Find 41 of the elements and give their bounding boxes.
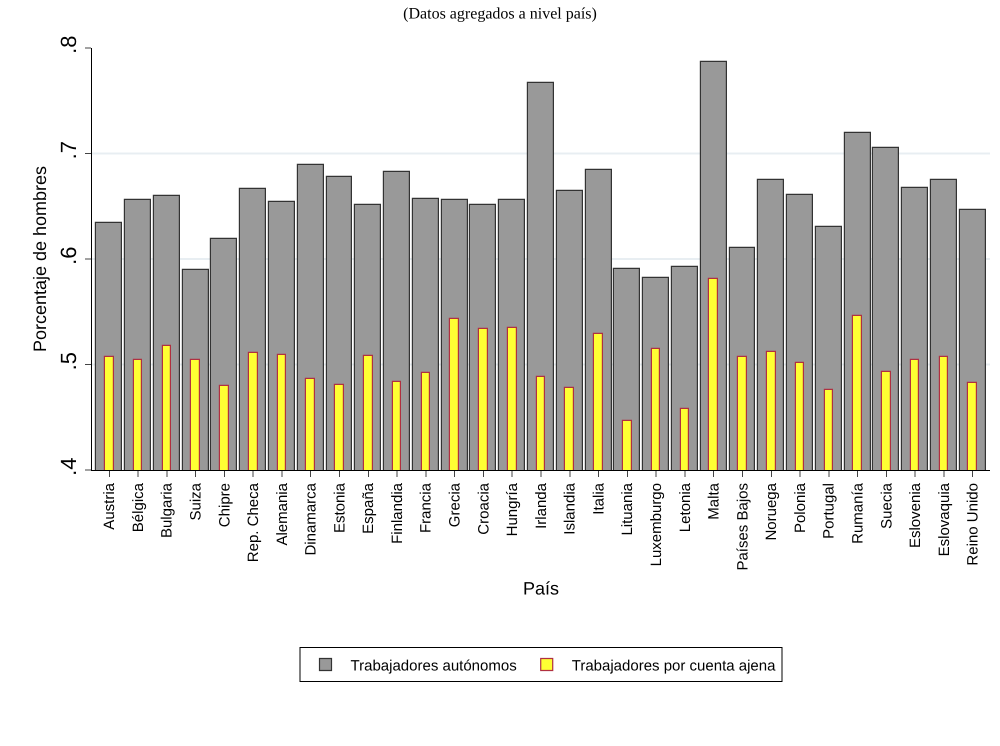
x-tick-label: Rep. Checa: [245, 482, 262, 562]
x-tick-label: Lituania: [619, 482, 636, 536]
x-tick-label: Alemania: [274, 482, 291, 546]
x-tick-label: Letonia: [676, 482, 694, 532]
x-tick-label: Italia: [590, 482, 608, 515]
x-tick-label: Chipre: [216, 483, 234, 528]
x-axis-title: País: [522, 578, 560, 599]
x-tick-label: Islandia: [562, 482, 579, 535]
x-tick-label: Noruega: [763, 482, 780, 541]
x-tick-label: Suecia: [878, 482, 896, 529]
x-tick-label: Portugal: [820, 483, 838, 539]
y-tick-label: .7: [56, 141, 82, 160]
x-tick-label: Grecia: [446, 482, 464, 528]
y-tick-label: .4: [56, 458, 82, 476]
y-axis-title: Porcentaje de hombres: [30, 166, 50, 352]
legend-label: Trabajadores por cuenta ajena: [572, 657, 776, 674]
x-tick-label: Dinamarca: [302, 482, 320, 556]
x-tick-label: Países Bajos: [734, 483, 752, 571]
x-tick-label: Rumanía: [849, 482, 866, 544]
x-tick-label: Bulgaria: [158, 482, 176, 538]
y-tick-label: .8: [56, 36, 82, 54]
legend-label: Trabajadores autónomos: [350, 657, 517, 674]
x-tick-label: Malta: [706, 482, 723, 520]
x-tick-label: Polonia: [792, 482, 809, 534]
x-tick-label: Irlanda: [532, 482, 550, 529]
x-tick-label: Francia: [418, 482, 435, 534]
x-tick-label: Eslovaquia: [936, 482, 953, 556]
y-tick-label: .5: [56, 352, 82, 370]
x-tick-label: Suiza: [187, 482, 204, 521]
x-tick-label: Reino Unido: [964, 483, 982, 566]
x-tick-label: Luxemburgo: [648, 483, 666, 566]
x-tick-label: Hungría: [504, 482, 522, 536]
chart-title: (Datos agregados a nivel país): [403, 6, 597, 23]
x-tick-label: Finlandia: [388, 482, 406, 544]
x-tick-label: Austria: [101, 482, 118, 530]
x-tick-label: Estonia: [331, 482, 348, 534]
x-tick-label: Eslovenia: [907, 482, 924, 548]
x-tick-label: Bélgica: [130, 482, 147, 532]
x-tick-label: Croacia: [475, 482, 492, 535]
y-tick-label: .6: [56, 246, 82, 265]
x-tick-label: España: [360, 482, 378, 534]
